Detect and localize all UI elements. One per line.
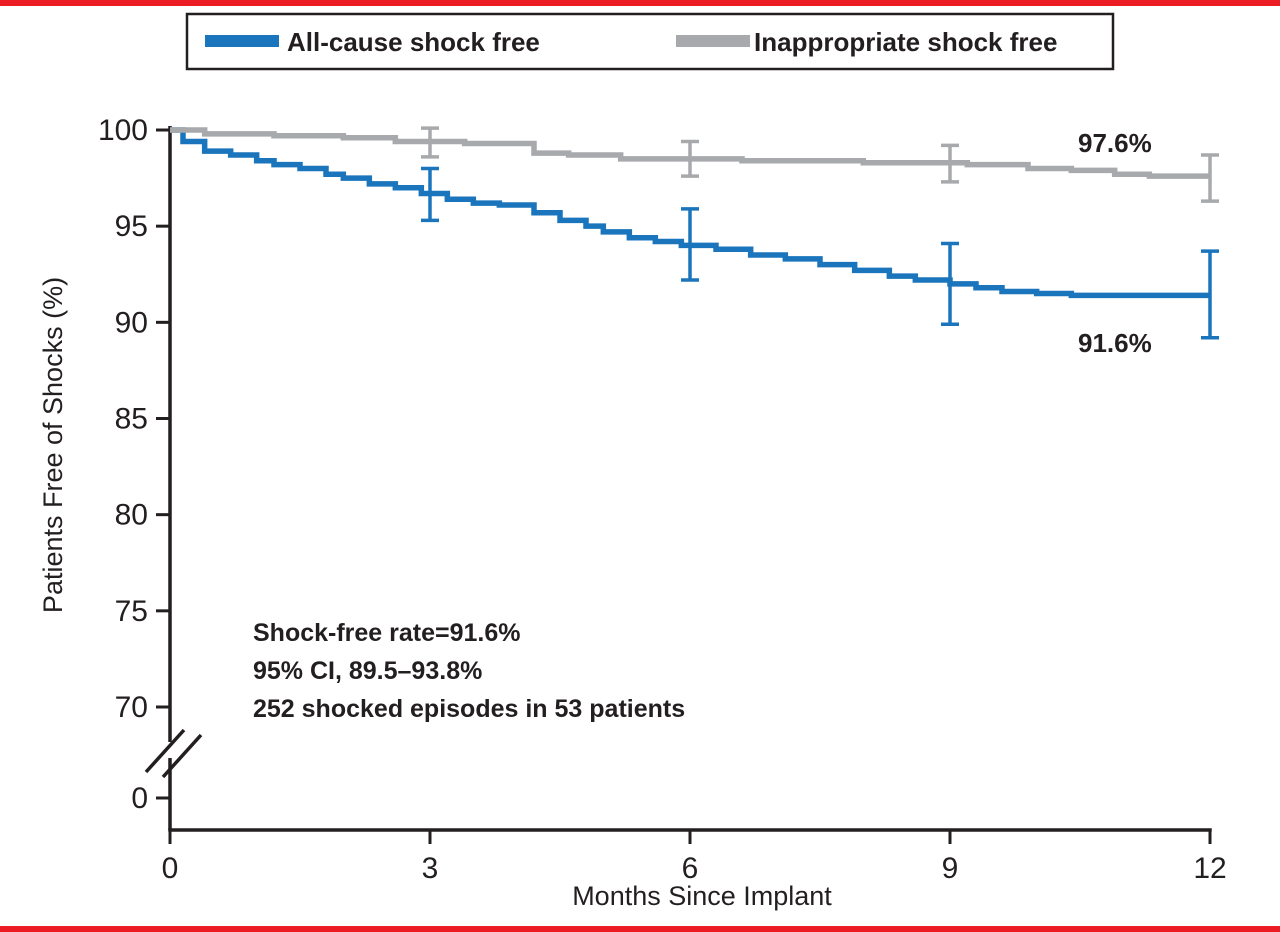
note-line-2: 95% CI, 89.5–93.8% [253,657,482,685]
y-tick-label: 90 [115,306,148,339]
x-tick-label: 3 [422,852,439,885]
note-line-1: Shock-free rate=91.6% [253,619,521,647]
bottom-border [0,926,1280,932]
series-line [170,127,1210,299]
x-tick-label: 12 [1193,852,1226,885]
y-tick-label: 75 [115,595,148,628]
annotation-blue-end: 91.6% [1078,328,1152,358]
axis-break-slash [144,728,186,774]
y-tick-label: 0 [131,782,148,815]
legend-box [185,12,1115,71]
axes: 100 95 90 85 80 75 70 0 0 3 6 9 12 [98,114,1227,885]
axis-break-slash [161,733,203,779]
y-tick-label: 85 [115,403,148,436]
x-axis-title: Months Since Implant [572,881,832,911]
legend-swatch-inappropriate [676,35,750,47]
series-layer [170,126,1219,340]
y-tick-label: 100 [98,114,148,147]
note-line-3: 252 shocked episodes in 53 patients [253,695,685,723]
annotation-gray-end: 97.6% [1078,128,1152,158]
legend-swatch-allcause [205,35,279,47]
x-tick-label: 0 [162,852,179,885]
y-tick-label: 95 [115,210,148,243]
x-tick-label: 6 [682,852,699,885]
top-border [0,0,1280,6]
legend-label-inappropriate: Inappropriate shock free [754,27,1057,57]
x-tick-label: 9 [942,852,959,885]
y-tick-label: 70 [115,691,148,724]
y-tick-label: 80 [115,499,148,532]
legend: All-cause shock free Inappropriate shock… [185,12,1115,71]
legend-label-allcause: All-cause shock free [287,27,540,57]
y-axis-title: Patients Free of Shocks (%) [38,277,68,613]
series-line [170,127,1210,179]
